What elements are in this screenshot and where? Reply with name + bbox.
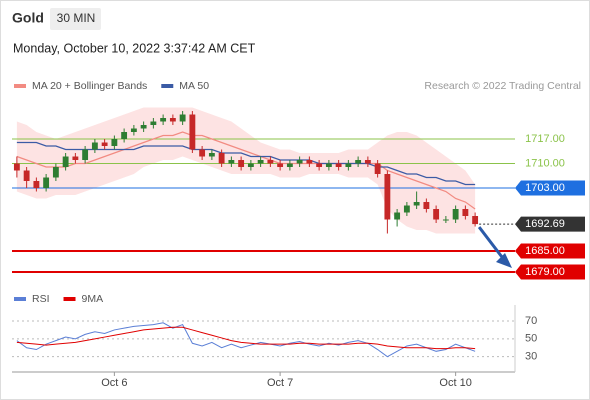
interval-box	[50, 8, 101, 30]
timestamp: Monday, October 10, 2022 3:37:42 AM CET	[13, 41, 256, 55]
candle-body	[384, 174, 391, 220]
candle-body	[228, 160, 235, 164]
candle-body	[335, 163, 342, 167]
rsi-line	[16, 326, 476, 350]
level-label: 1717.00	[525, 133, 565, 145]
candle-body	[345, 163, 352, 167]
candle-body	[33, 181, 40, 188]
moving-average	[16, 131, 476, 210]
candle-body	[364, 160, 371, 164]
arrow-head	[496, 253, 512, 268]
candle-body	[150, 121, 157, 125]
legend-swatch	[63, 297, 76, 301]
candle-body	[403, 205, 410, 213]
candle-body	[52, 167, 59, 178]
legend-swatch	[14, 297, 26, 301]
candle-body	[91, 142, 98, 150]
candle-body	[452, 209, 459, 220]
candle-body	[296, 160, 303, 164]
x-tick-label: Oct 7	[267, 377, 293, 389]
candle-body	[208, 153, 215, 157]
level-box	[515, 180, 585, 196]
interval: 30 MIN	[57, 11, 96, 25]
level-label: 1710.00	[525, 157, 565, 169]
candle-body	[316, 163, 323, 167]
level-label: 1703.00	[525, 182, 565, 194]
candle-body	[82, 149, 89, 160]
level-label: 1679.00	[525, 266, 565, 278]
candle-body	[218, 153, 225, 164]
candle-body	[247, 163, 254, 167]
candle-body	[286, 163, 293, 167]
candle-body	[306, 160, 313, 164]
candle-body	[23, 170, 30, 181]
legend-label: RSI	[32, 293, 50, 305]
candle-body	[189, 114, 196, 150]
candle-body	[413, 202, 420, 206]
level-box	[515, 216, 585, 232]
candle-body	[72, 156, 79, 160]
candle-body	[199, 149, 206, 157]
candle-body	[179, 114, 186, 122]
level-label: 1692.69	[525, 218, 565, 230]
candle-body	[160, 118, 167, 122]
candle-body	[325, 163, 332, 167]
candle-body	[257, 160, 264, 164]
x-tick-label: Oct 10	[439, 377, 471, 389]
candle-body	[121, 132, 128, 139]
candle-body	[433, 209, 440, 220]
candle-body	[355, 160, 362, 164]
projection-arrow	[477, 226, 507, 262]
candle-body	[462, 209, 469, 216]
legend-label: MA 50	[179, 80, 209, 92]
y-tick-label: 30	[525, 351, 537, 363]
candle-body	[101, 142, 108, 146]
symbol: Gold	[12, 10, 44, 26]
level-label: 1685.00	[525, 245, 565, 257]
legend-swatch	[14, 84, 26, 88]
candle-body	[62, 156, 69, 167]
candle-body	[13, 163, 20, 171]
copyright: Research © 2022 Trading Central	[424, 80, 581, 92]
level-box	[515, 264, 585, 280]
x-tick-label: Oct 6	[101, 377, 127, 389]
candle-body	[472, 216, 479, 225]
rsi-line	[16, 322, 476, 358]
candle-body	[169, 118, 176, 122]
candle-body	[423, 202, 430, 209]
candle-body	[238, 160, 245, 167]
legend-swatch	[161, 84, 174, 88]
candle-body	[130, 128, 137, 132]
candle-body	[140, 125, 147, 129]
legend-label: 9MA	[82, 293, 104, 305]
candle-body	[374, 163, 381, 174]
candle-body	[442, 219, 449, 221]
candle-body	[277, 163, 284, 167]
y-tick-label: 70	[525, 315, 537, 327]
candle-body	[267, 160, 274, 164]
y-tick-label: 50	[525, 333, 537, 345]
legend-label: MA 20 + Bollinger Bands	[32, 80, 147, 92]
candle-body	[111, 139, 118, 146]
candle-body	[394, 212, 401, 220]
level-box	[515, 243, 585, 259]
candle-body	[43, 177, 50, 188]
